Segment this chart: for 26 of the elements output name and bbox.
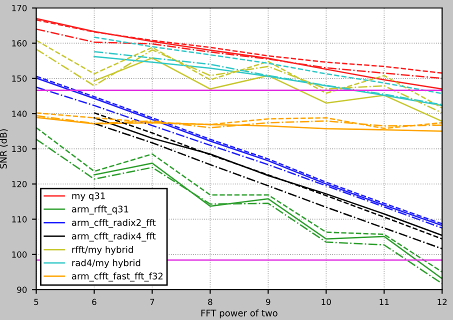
x-tick-label: 12 — [438, 298, 447, 305]
legend-label: my q31 — [72, 192, 105, 201]
x-tick-label: 9 — [266, 298, 270, 306]
y-tick-label: 170 — [12, 4, 27, 12]
legend-label: rfft/my hybrid — [72, 246, 133, 255]
y-axis-title: SNR (dB) — [0, 129, 8, 169]
y-tick-label: 100 — [12, 251, 27, 258]
y-tick-label: 140 — [12, 110, 27, 117]
y-tick-label: 90 — [17, 286, 27, 293]
y-tick-label: 150 — [12, 75, 27, 82]
y-tick-label: 160 — [12, 40, 27, 46]
legend-label: arm_rfft_q31 — [72, 205, 128, 214]
x-tick-label: 7 — [150, 298, 154, 305]
y-tick-label: 120 — [12, 180, 27, 188]
legend-label: arm_cfft_radix4_fft — [72, 232, 156, 242]
x-tick-label: 11 — [380, 298, 389, 305]
x-tick-label: 5 — [34, 298, 38, 306]
legend-label: arm_cfft_radix2_fft — [72, 218, 156, 228]
legend-label: rad4/my hybrid — [72, 259, 140, 268]
y-tick-label: 130 — [12, 146, 27, 152]
y-tick-label: 110 — [12, 216, 27, 222]
legend-label: arm_cfft_fast_fft_f32 — [72, 272, 163, 282]
x-tick-label: 8 — [208, 298, 212, 306]
x-axis-title: FFT power of two — [201, 309, 278, 318]
x-tick-label: 6 — [92, 298, 96, 306]
x-tick-label: 10 — [322, 298, 331, 306]
